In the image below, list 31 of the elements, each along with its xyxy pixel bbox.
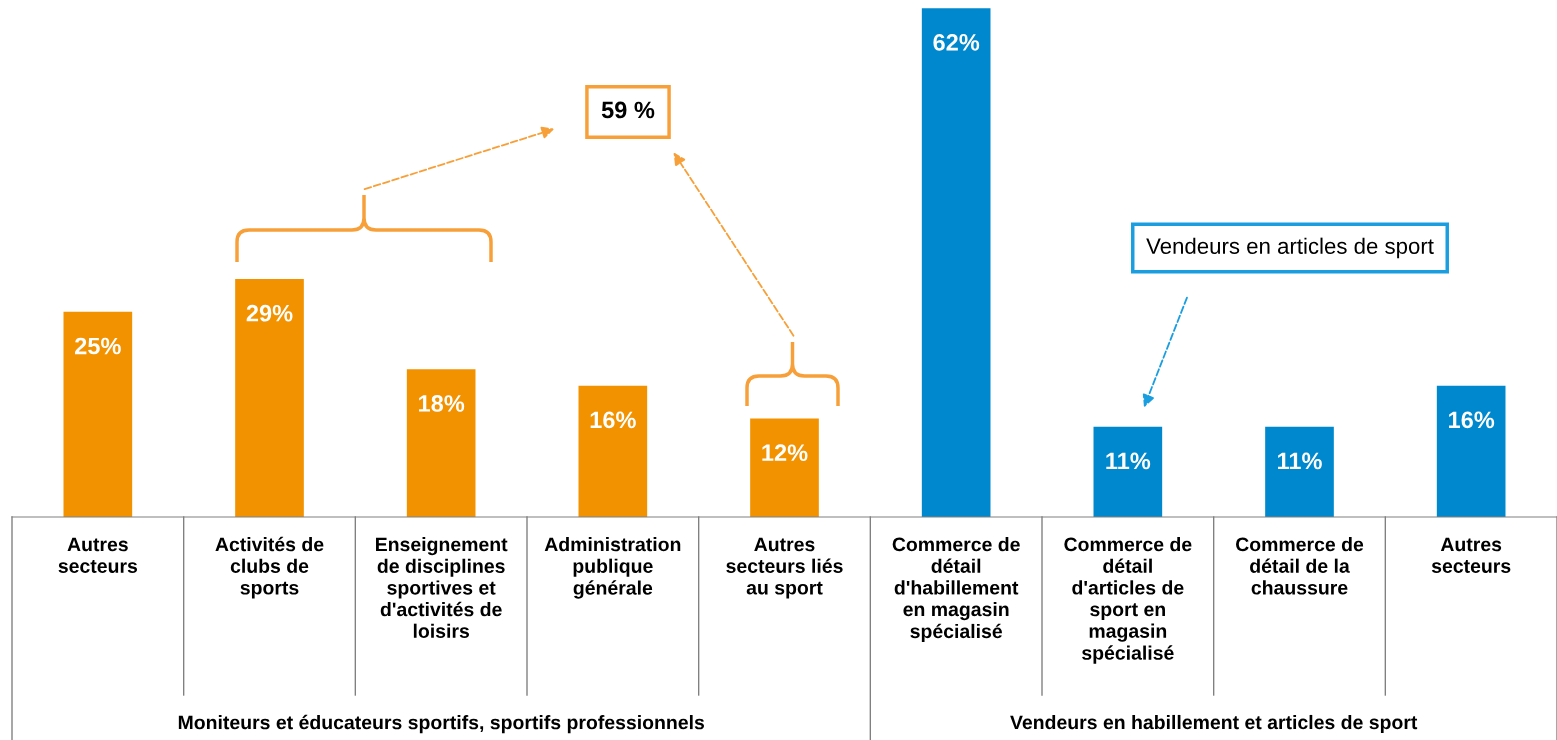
data-label: 16% xyxy=(1449,411,1495,429)
x-tick-label: Commerce de détail d'habillement en magasin spécialisé xyxy=(892,537,1020,643)
data-label: 12% xyxy=(762,444,808,462)
text: Moniteurs et éducateurs sportifs, sportifs professionnels xyxy=(178,714,705,734)
x-tick-label: Commerce de détail d'articles de sport en magasin spécialisé xyxy=(1064,537,1192,664)
x-tick-label: Autres secteurs xyxy=(58,537,138,573)
text: Vendeurs en habillement et articles de sport xyxy=(1010,714,1418,734)
bar xyxy=(63,311,133,517)
bar xyxy=(235,278,304,517)
bar xyxy=(1436,385,1506,517)
x-tick-label: Activités de clubs de sports xyxy=(215,536,324,599)
bar xyxy=(1265,426,1334,517)
x-tick-label: Enseignement de disciplines sportives et d'activités de loisirs xyxy=(376,537,508,638)
annotation: Vendeurs en articles de sport xyxy=(1146,237,1434,259)
bar xyxy=(1093,426,1163,517)
bar xyxy=(921,8,991,517)
bar xyxy=(406,369,476,517)
bar xyxy=(578,385,648,517)
annotation: 59 % xyxy=(601,101,655,119)
data-label: 11% xyxy=(1278,452,1322,470)
data-label: 16% xyxy=(590,411,636,429)
data-label: 25% xyxy=(75,337,121,355)
data-label: 11% xyxy=(1106,452,1151,470)
data-label: 62% xyxy=(933,33,980,51)
x-tick-label: Administration publique générale xyxy=(544,537,681,599)
data-label: 29% xyxy=(246,304,293,322)
x-tick-label: Autres secteurs liés au sport xyxy=(726,537,843,599)
bar xyxy=(750,418,819,517)
x-tick-label: Autres secteurs xyxy=(1431,537,1511,573)
x-tick-label: Commerce de détail de la chaussure xyxy=(1236,537,1364,595)
data-label: 18% xyxy=(419,395,465,412)
